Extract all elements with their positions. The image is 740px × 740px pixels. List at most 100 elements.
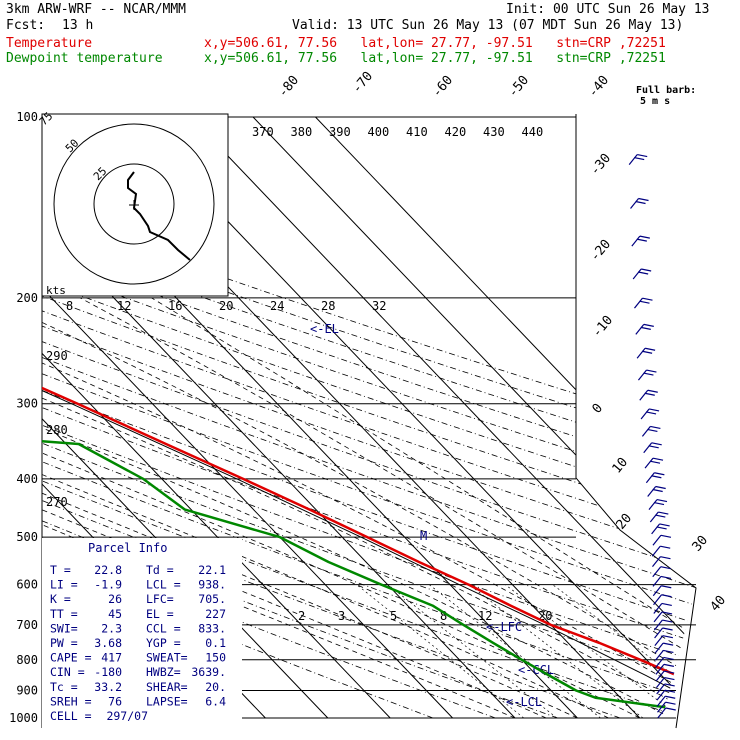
temperature-tick-label: -60 xyxy=(430,73,457,101)
wind-barb-legend-title: Full barb: xyxy=(636,85,696,96)
forecast-hour: 13 h xyxy=(62,18,94,33)
wind-barb-feather xyxy=(662,635,673,639)
parcel-info-cell: K = xyxy=(50,592,71,606)
parcel-info-cell: LCL = xyxy=(146,578,181,592)
wind-barb-feather xyxy=(665,695,676,699)
wind-barb xyxy=(632,268,652,280)
wind-barb-shaft xyxy=(643,442,653,454)
wind-barb-feather xyxy=(661,585,672,589)
wind-barb-feather xyxy=(641,268,652,272)
wind-barb-feather xyxy=(661,611,673,615)
pressure-label-400: 400 xyxy=(16,472,38,486)
wind-barb-feather xyxy=(636,238,647,242)
temperature-tick-label: -70 xyxy=(350,69,377,97)
dry-adiabat-line xyxy=(42,116,696,719)
wind-barb xyxy=(655,663,675,675)
mixing-ratio-upper-label: 20 xyxy=(219,299,233,313)
moist-adiabat-line xyxy=(42,297,640,719)
dry-adiabat-line xyxy=(42,116,696,719)
wind-barb-feather xyxy=(663,656,674,661)
theta-label: 390 xyxy=(329,125,351,139)
parcel-info-cell: -1.9 xyxy=(94,578,122,592)
dewpoint-location: x,y=506.61, 77.56 lat,lon= 27.77, -97.51… xyxy=(204,51,666,66)
wind-barb-feather xyxy=(652,488,663,493)
model-title: 3km ARW-WRF -- NCAR/MMM xyxy=(6,2,187,17)
wind-barb xyxy=(639,389,658,401)
mixing-ratio-line xyxy=(387,584,558,719)
parcel-info-background xyxy=(42,538,242,728)
parcel-info-box: Parcel Info T = 22.8 Td = 22.1 LI = -1.9 LCL =… xyxy=(42,538,242,728)
parcel-info-title: Parcel Info xyxy=(88,541,167,555)
pressure-label-1000: 1000 xyxy=(9,711,38,725)
wind-barb xyxy=(644,457,664,469)
isotherm-line xyxy=(315,116,696,719)
wind-barb xyxy=(654,649,674,661)
pressure-label-500: 500 xyxy=(16,530,38,544)
wind-barb xyxy=(657,701,676,713)
wind-barb-shaft xyxy=(652,585,662,597)
wind-barb xyxy=(631,235,650,247)
wind-barb xyxy=(645,472,665,484)
temperature-tick-label: -30 xyxy=(588,151,615,179)
wind-barb-shaft xyxy=(632,268,642,280)
temperature-tick-label: 0 xyxy=(590,401,607,417)
wind-barb-shaft xyxy=(654,635,664,647)
wind-barb-shaft xyxy=(656,695,666,707)
isotherm-line xyxy=(42,116,453,719)
parcel-info-cell: 150 xyxy=(205,651,226,665)
parcel-info-cell: 227 xyxy=(205,607,226,621)
parcel-info-cell: LI = xyxy=(50,578,78,592)
mixing-ratio-upper-label: 12 xyxy=(117,299,131,313)
wind-barb-feather xyxy=(664,676,675,681)
wind-barb-feather xyxy=(663,642,674,646)
wind-barb-feather xyxy=(644,392,655,396)
wind-barb xyxy=(647,485,666,497)
wind-barb-shaft xyxy=(652,534,662,546)
isotherm-line xyxy=(190,116,696,719)
pressure-label-100: 100 xyxy=(16,110,38,124)
wind-barb-feather xyxy=(651,442,662,446)
wind-barb-shaft xyxy=(635,324,645,335)
wind-barb-feather xyxy=(656,498,668,503)
isotherm-line xyxy=(0,117,16,718)
wind-barb-feather xyxy=(661,594,672,598)
mixing-ratio-upper-label: 32 xyxy=(372,299,386,313)
wind-barb-feather xyxy=(660,556,671,560)
parcel-info-cell: Tc = xyxy=(50,680,78,694)
wind-barb xyxy=(656,683,675,695)
parcel-info-cell: EL = xyxy=(146,607,174,621)
theta-label: 380 xyxy=(291,125,313,139)
dry-adiabat-line xyxy=(42,116,696,719)
wind-barb-shaft xyxy=(653,611,663,623)
wind-barb xyxy=(640,408,660,420)
wind-barb-shaft xyxy=(630,198,639,209)
mixing-ratio-upper-label: 28 xyxy=(321,299,335,313)
wind-barb-feather xyxy=(663,663,675,667)
m-marker: M xyxy=(420,529,427,543)
mixing-ratio-lower-label: 8 xyxy=(440,609,447,623)
lcl-marker: <-LCL xyxy=(506,695,542,709)
wind-barb xyxy=(634,297,653,309)
wind-barb-feather xyxy=(655,514,666,518)
wind-barb-feather xyxy=(645,411,657,415)
parcel-info-cell: 0.1 xyxy=(205,636,226,650)
wind-barb xyxy=(657,707,676,719)
parcel-info-cell: SREH = xyxy=(50,694,92,708)
parcel-info-cell: 22.8 xyxy=(94,563,122,577)
parcel-info-cell: CAPE = xyxy=(50,651,92,665)
wind-barb-feather xyxy=(650,425,661,430)
wind-barb-shaft xyxy=(652,576,662,587)
wind-barb-shaft xyxy=(656,689,666,701)
forecast-label: Fcst: xyxy=(6,18,46,33)
wind-barb-feather xyxy=(652,457,664,461)
wind-barb-shaft xyxy=(654,627,664,639)
parcel-info-cell: Td = xyxy=(146,563,174,577)
dry-adiabat-line xyxy=(42,116,696,719)
wind-barb-shaft xyxy=(653,594,663,606)
wind-barb xyxy=(637,369,657,381)
parcel-info-rows: T = 22.8 Td = 22.1 LI = -1.9 LCL = 938. K = 26 LFC… xyxy=(50,563,226,723)
parcel-info-cell: 2.3 xyxy=(101,621,122,635)
wind-barb xyxy=(653,594,672,606)
wind-barb-feather xyxy=(662,619,673,623)
wind-barb-shaft xyxy=(648,499,658,510)
